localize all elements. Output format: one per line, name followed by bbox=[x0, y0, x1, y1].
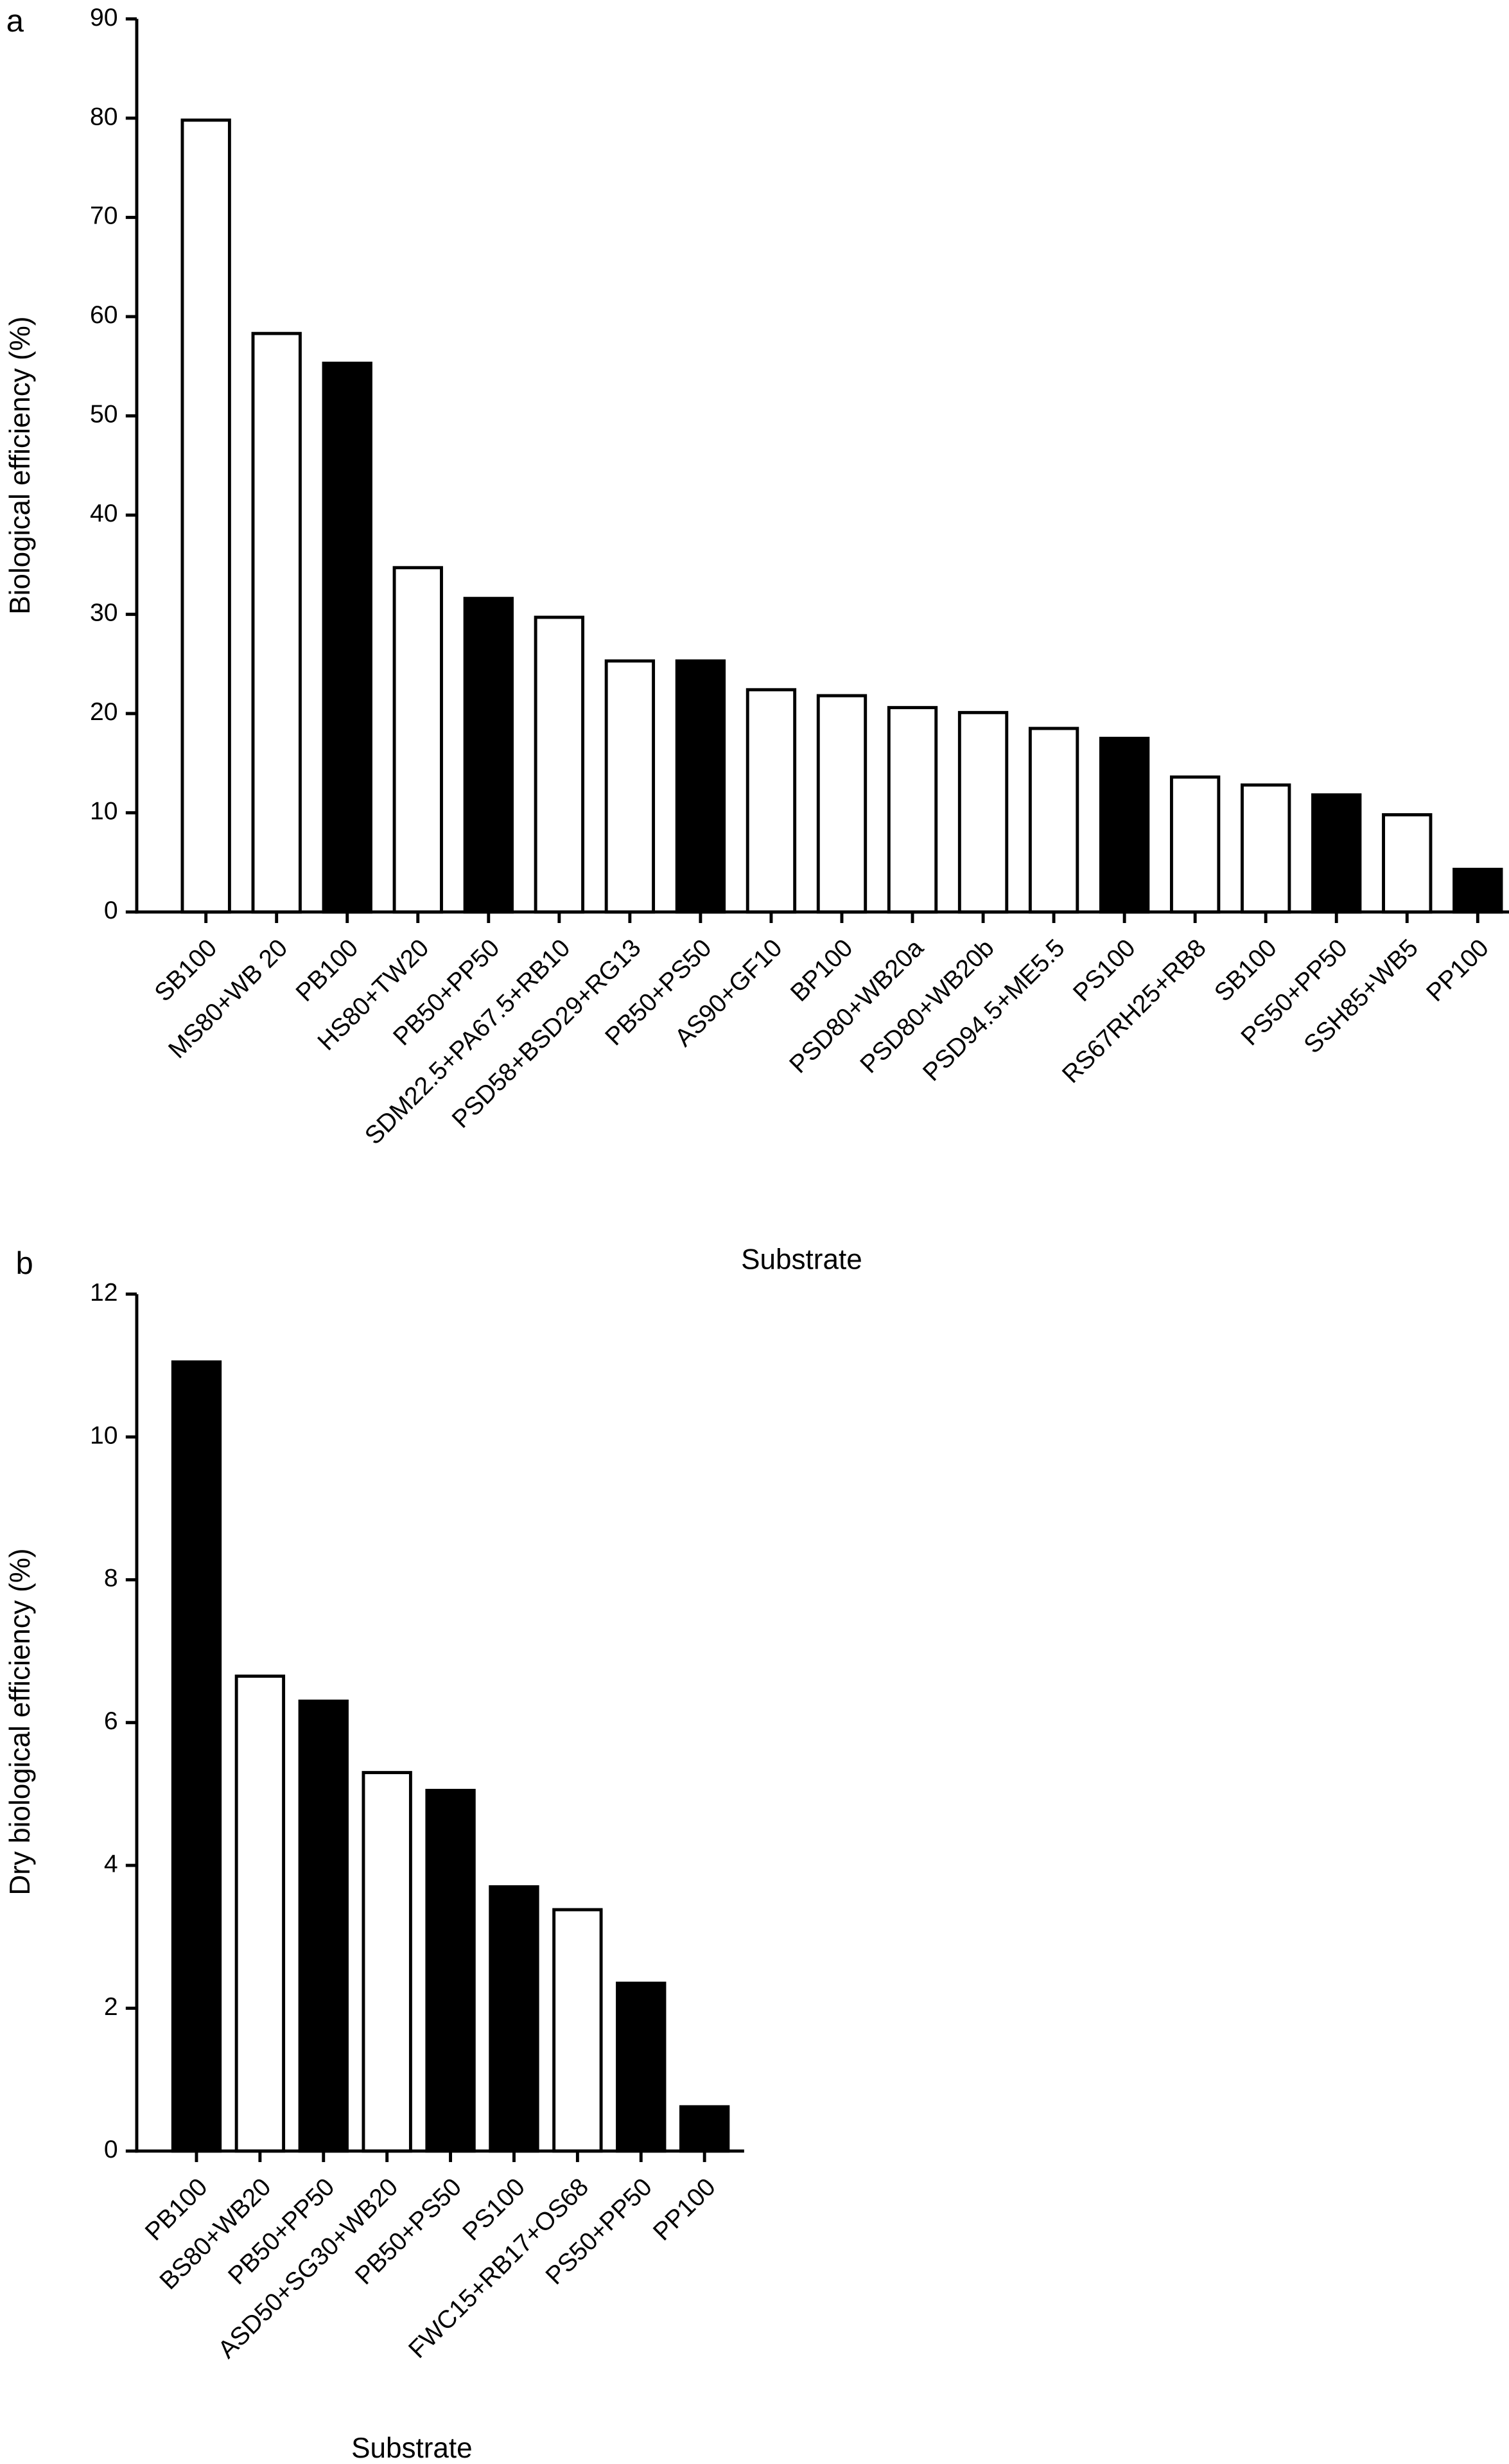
bar bbox=[1382, 813, 1433, 914]
y-tick-label: 80 bbox=[90, 103, 118, 130]
bar bbox=[322, 362, 372, 914]
y-tick-label: 8 bbox=[104, 1565, 118, 1592]
y-tick-label: 50 bbox=[90, 401, 118, 428]
bar bbox=[171, 1360, 222, 2153]
y-tick-label: 0 bbox=[104, 2136, 118, 2163]
bar bbox=[425, 1788, 476, 2153]
bar bbox=[746, 688, 797, 914]
x-axis-label: Substrate bbox=[741, 1244, 862, 1276]
bar bbox=[1099, 737, 1150, 914]
bar bbox=[616, 1982, 667, 2153]
bar bbox=[1241, 783, 1291, 914]
bar bbox=[362, 1771, 412, 2153]
x-tick-label: BS80+WB20 bbox=[155, 2173, 277, 2295]
bar bbox=[1452, 867, 1503, 914]
y-tick-label: 90 bbox=[90, 4, 118, 31]
bar bbox=[463, 597, 514, 914]
bar bbox=[1028, 726, 1079, 914]
x-tick-label: PP100 bbox=[1421, 934, 1494, 1007]
y-axis-label: Dry biological efficiency (%) bbox=[4, 1548, 36, 1895]
y-tick-label: 10 bbox=[90, 798, 118, 825]
bar bbox=[534, 615, 585, 914]
y-tick-label: 12 bbox=[90, 1279, 118, 1307]
bar bbox=[251, 331, 302, 914]
bar bbox=[489, 1885, 539, 2153]
x-axis-label: Substrate bbox=[351, 2433, 473, 2464]
bar bbox=[957, 710, 1009, 914]
bar bbox=[552, 1908, 603, 2153]
bar bbox=[1169, 775, 1221, 914]
x-tick-label: PP100 bbox=[648, 2173, 721, 2246]
y-tick-label: 20 bbox=[90, 698, 118, 726]
y-tick-label: 60 bbox=[90, 301, 118, 329]
y-tick-label: 70 bbox=[90, 202, 118, 230]
panel-label: a bbox=[6, 4, 24, 39]
bar bbox=[392, 566, 443, 914]
bar bbox=[675, 659, 726, 914]
bar bbox=[887, 706, 938, 914]
y-tick-label: 10 bbox=[90, 1421, 118, 1449]
bar bbox=[1311, 793, 1362, 914]
bar bbox=[679, 2105, 730, 2153]
bar bbox=[816, 694, 868, 914]
y-tick-label: 0 bbox=[104, 897, 118, 924]
y-tick-label: 6 bbox=[104, 1707, 118, 1735]
panel-label: b bbox=[15, 1246, 33, 1281]
y-tick-label: 40 bbox=[90, 500, 118, 527]
y-tick-label: 2 bbox=[104, 1993, 118, 2021]
bar bbox=[180, 118, 231, 914]
bar bbox=[604, 659, 656, 914]
y-tick-label: 4 bbox=[104, 1850, 118, 1878]
y-tick-label: 30 bbox=[90, 599, 118, 627]
bar bbox=[298, 1699, 349, 2153]
y-axis-label: Biological efficiency (%) bbox=[4, 316, 36, 614]
bar bbox=[234, 1675, 286, 2153]
